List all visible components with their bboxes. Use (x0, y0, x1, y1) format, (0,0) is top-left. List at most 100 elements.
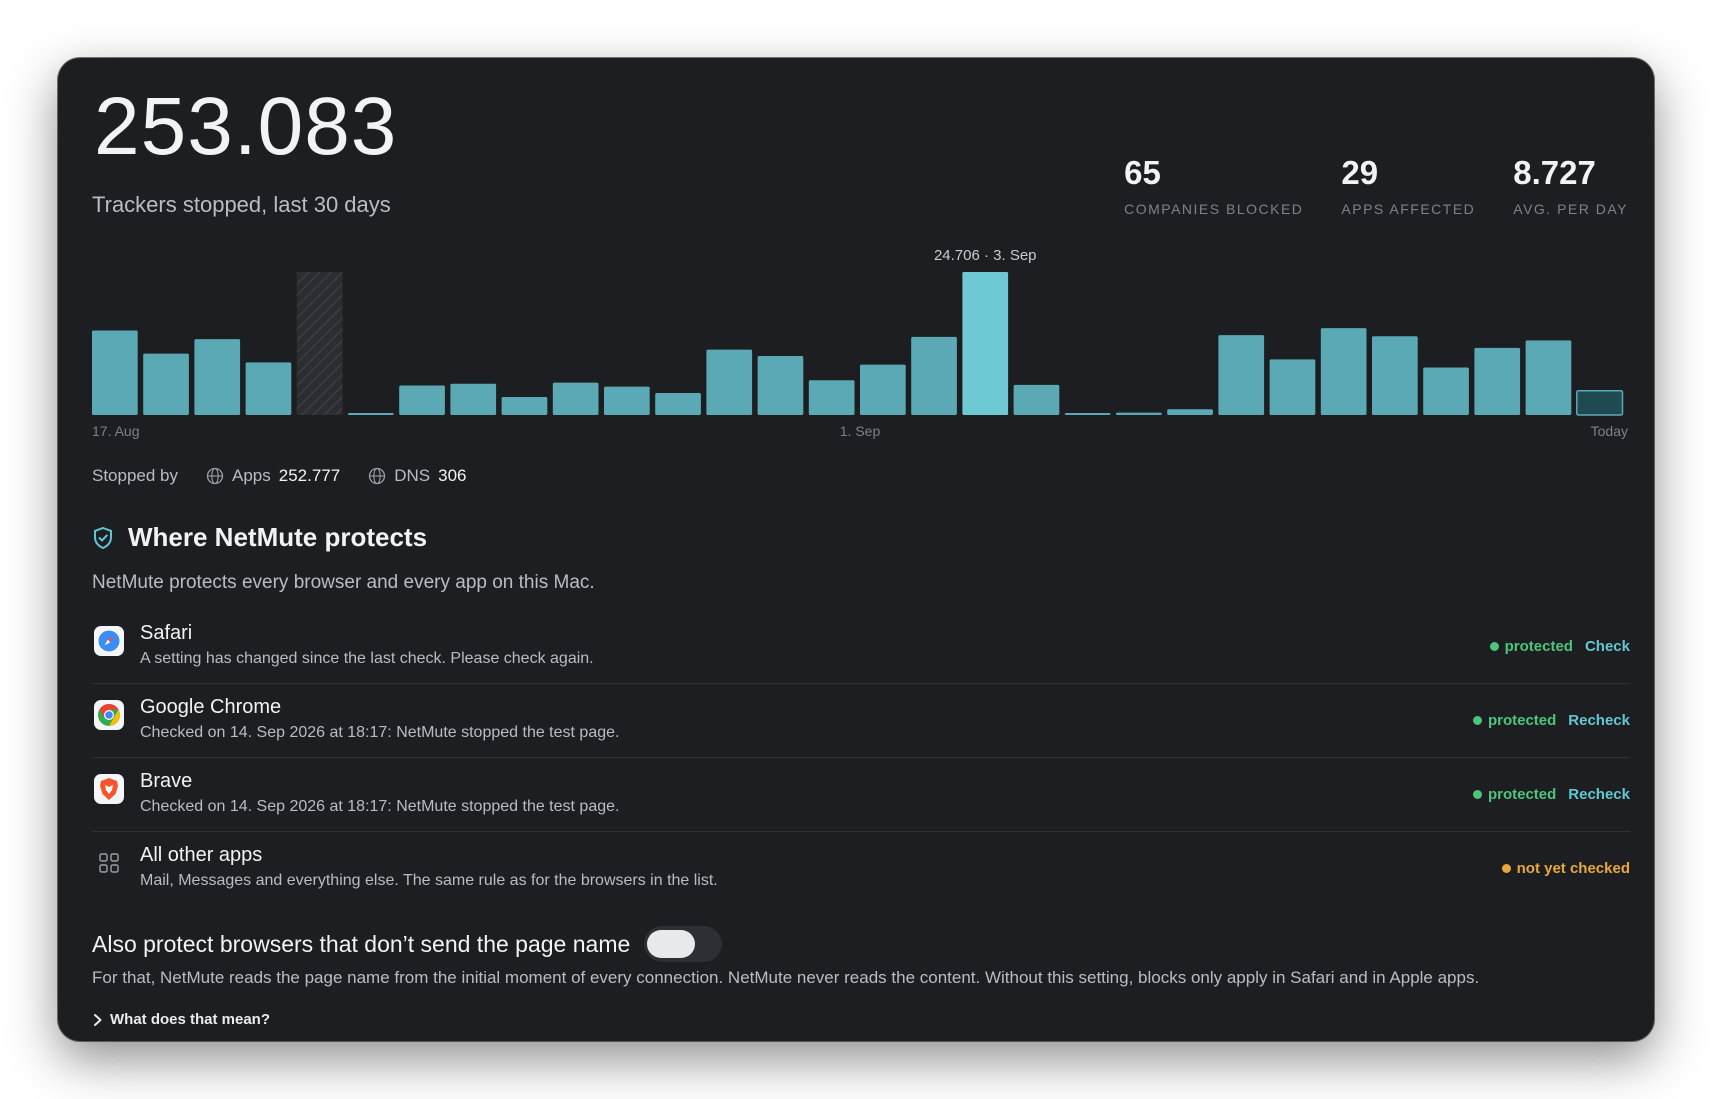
bar (1167, 409, 1213, 415)
bar (450, 383, 497, 415)
stat-value: 65 (1124, 154, 1161, 191)
bar (552, 382, 599, 415)
bars-group (92, 272, 1624, 416)
also-protect-title: Also protect browsers that don’t send th… (92, 930, 631, 957)
status-dot (1472, 790, 1482, 799)
bar (194, 339, 241, 415)
daily-trackers-chart: 24.706 · 3. Sep 17. Aug 1. Sep Today (92, 247, 1628, 439)
bar (1269, 359, 1316, 415)
bar (808, 380, 855, 415)
status-badge: protected (1504, 638, 1573, 655)
status-badge: protected (1487, 712, 1557, 729)
status-group: not yet checked (1501, 860, 1630, 877)
bar (860, 364, 906, 415)
list-item-brave: Brave Checked on 14. Sep 2026 at 18:17: … (92, 758, 1630, 832)
x-tick-middle: 1. Sep (840, 423, 881, 439)
status-badge: protected (1487, 786, 1557, 803)
bar (1116, 412, 1162, 415)
bar (911, 336, 957, 415)
safari-icon (94, 626, 124, 656)
bar (604, 386, 650, 415)
stat-value: 29 (1341, 154, 1379, 191)
more-label: What does that mean? (110, 1011, 271, 1028)
stat-label: COMPANIES BLOCKED (1124, 201, 1304, 217)
list-item-chrome: Google Chrome Checked on 14. Sep 2026 at… (92, 684, 1630, 758)
brave-icon (94, 774, 124, 804)
bar (245, 362, 292, 415)
stat-companies: 65 COMPANIES BLOCKED (1124, 156, 1303, 217)
stopped-by-label: Stopped by (92, 466, 179, 485)
stat-value: 8.727 (1513, 154, 1596, 191)
stopped-by: Stopped by Apps 252.777 DNS 306 (92, 466, 467, 486)
chevron-right-icon (94, 1013, 102, 1026)
bar (1423, 367, 1469, 415)
what-does-that-mean-link[interactable]: What does that mean? (92, 1011, 270, 1028)
app-name: Google Chrome (140, 696, 282, 718)
list-item-all-apps: All other apps Mail, Messages and everyt… (92, 832, 1630, 905)
bar-today (1576, 389, 1624, 416)
also-protect-setting: Also protect browsers that don’t send th… (92, 926, 723, 962)
app-description: Checked on 14. Sep 2026 at 18:17: NetMut… (140, 724, 620, 741)
status-dot (1489, 642, 1499, 651)
recheck-button[interactable]: Recheck (1568, 712, 1630, 729)
app-window: 253.083 Trackers stopped, last 30 days 6… (58, 58, 1654, 1041)
also-protect-toggle[interactable] (644, 926, 723, 962)
stat-label: APPS AFFECTED (1341, 201, 1476, 217)
status-group: protected Recheck (1472, 786, 1630, 803)
dns-label: DNS (394, 466, 431, 485)
stat-apps: 29 APPS AFFECTED (1341, 156, 1475, 217)
app-name: All other apps (140, 844, 263, 866)
recheck-button[interactable]: Recheck (1568, 786, 1630, 803)
bar (1525, 340, 1572, 415)
globe-icon (206, 467, 224, 485)
also-protect-description: For that, NetMute reads the page name fr… (92, 968, 1480, 987)
app-name: Brave (140, 770, 193, 792)
protection-list: Safari A setting has changed since the l… (92, 610, 1630, 905)
shield-check-icon (94, 526, 112, 549)
bar (399, 385, 445, 415)
app-name: Safari (140, 622, 193, 644)
status-dot (1472, 716, 1482, 725)
bar-peak (962, 272, 1009, 415)
toggle-knob (647, 930, 696, 958)
bar (1320, 328, 1367, 415)
trackers-subtitle: Trackers stopped, last 30 days (92, 192, 391, 217)
bar (1064, 413, 1111, 415)
x-tick-end: Today (1591, 423, 1628, 439)
bar (1013, 384, 1060, 415)
status-dot (1501, 864, 1511, 873)
x-tick-start: 17. Aug (92, 423, 140, 439)
apps-label: Apps (232, 466, 271, 485)
app-description: A setting has changed since the last che… (140, 650, 594, 667)
bar (1218, 335, 1265, 415)
section-title: Where NetMute protects (128, 522, 428, 552)
peak-annotation: 24.706 · 3. Sep (934, 247, 1037, 264)
bar-no-data (296, 272, 343, 415)
bar (757, 355, 804, 415)
globe-icon (369, 467, 386, 485)
section-header: Where NetMute protects (92, 522, 427, 553)
status-group: protected Check (1489, 638, 1630, 655)
stat-label: AVG. PER DAY (1513, 201, 1628, 217)
bar (143, 353, 189, 415)
bar (706, 349, 753, 415)
chrome-icon (94, 700, 124, 730)
bar (1474, 347, 1521, 415)
section-description: NetMute protects every browser and every… (92, 572, 595, 593)
bar (92, 330, 138, 415)
bar (501, 397, 548, 415)
bar (655, 393, 701, 415)
dns-value: 306 (438, 466, 467, 485)
check-button[interactable]: Check (1584, 638, 1630, 655)
bar (1372, 336, 1418, 415)
apps-grid-icon (94, 848, 124, 878)
status-group: protected Recheck (1472, 712, 1630, 729)
stat-average: 8.727 AVG. PER DAY (1513, 156, 1628, 217)
app-description: Checked on 14. Sep 2026 at 18:17: NetMut… (140, 798, 620, 815)
stats-group: 65 COMPANIES BLOCKED 29 APPS AFFECTED 8.… (1124, 156, 1628, 217)
apps-value: 252.777 (278, 466, 341, 485)
status-badge: not yet checked (1516, 860, 1630, 877)
trackers-total: 253.083 (94, 81, 398, 172)
list-item-safari: Safari A setting has changed since the l… (92, 610, 1630, 684)
app-description: Mail, Messages and everything else. The … (140, 872, 718, 889)
